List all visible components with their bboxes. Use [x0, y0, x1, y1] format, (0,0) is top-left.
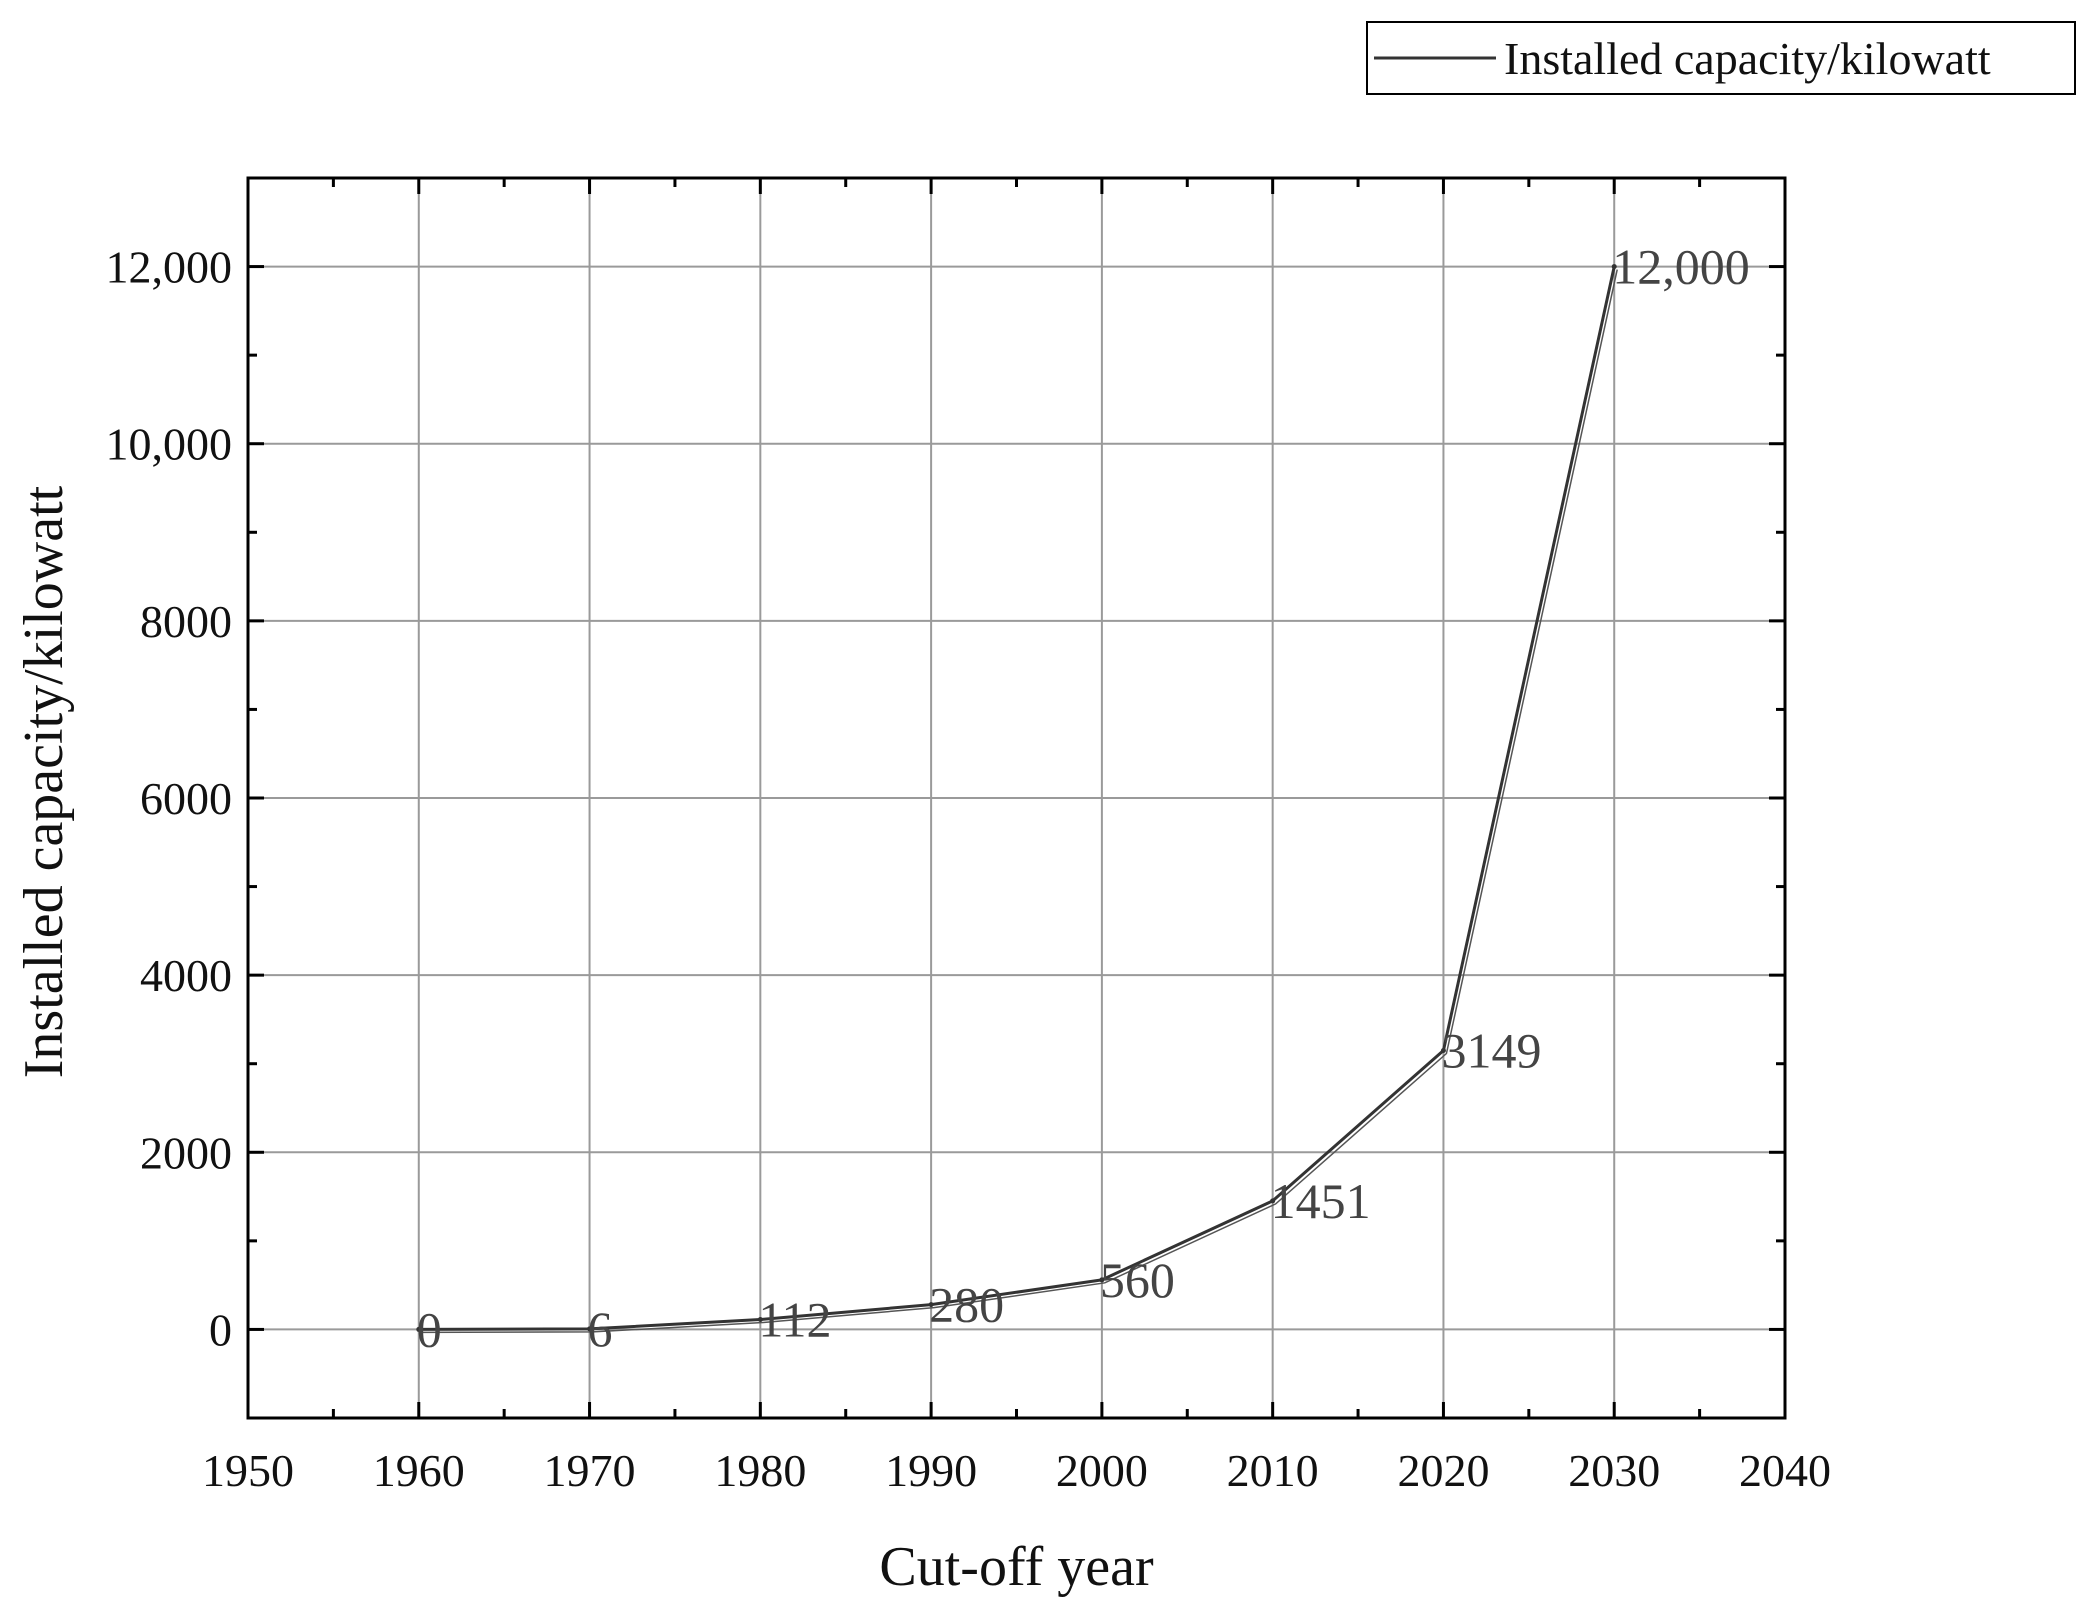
x-tick-label: 2000: [1056, 1445, 1148, 1496]
data-label: 3149: [1441, 1023, 1541, 1079]
data-label: 560: [1100, 1252, 1175, 1308]
y-tick-label: 4000: [140, 950, 232, 1001]
x-tick-label: 1990: [885, 1445, 977, 1496]
x-tick-label: 1980: [714, 1445, 806, 1496]
x-tick-label: 2010: [1227, 1445, 1319, 1496]
y-tick-label: 10,000: [106, 419, 233, 470]
data-label: 12,000: [1612, 239, 1750, 295]
data-label: 6: [588, 1301, 613, 1357]
legend-entry-label: Installed capacity/kilowatt: [1504, 33, 1991, 84]
data-point: [1270, 1198, 1276, 1204]
series-line: [418, 266, 1616, 1331]
y-tick-label: 6000: [140, 773, 232, 824]
x-tick-label: 2040: [1739, 1445, 1831, 1496]
data-point: [1099, 1277, 1105, 1283]
data-point: [1611, 264, 1617, 270]
grid-lines: [248, 178, 1785, 1418]
data-point: [416, 1326, 422, 1332]
x-axis-title: Cut-off year: [879, 1536, 1154, 1598]
plot-frame: [246, 176, 1787, 1420]
data-point: [757, 1317, 763, 1323]
x-tick-label: 2030: [1568, 1445, 1660, 1496]
x-tick-label: 2020: [1397, 1445, 1489, 1496]
y-tick-label: 2000: [140, 1127, 232, 1178]
y-tick-label: 8000: [140, 596, 232, 647]
data-label: 0: [417, 1301, 442, 1357]
data-label: 1451: [1271, 1173, 1371, 1229]
data-labels: 0 6 112 280 560 1451 3149 12,000: [417, 239, 1750, 1358]
data-point: [1440, 1048, 1446, 1054]
y-axis-title: Installed capacity/kilowatt: [13, 485, 75, 1078]
y-tick-label: 12,000: [106, 242, 233, 293]
data-label: 112: [758, 1292, 831, 1348]
data-point: [928, 1302, 934, 1308]
data-label: 280: [929, 1277, 1004, 1333]
y-axis-tick-labels: 0 2000 4000 6000 8000 10,000 12,000: [106, 242, 233, 1356]
data-series: [416, 264, 1618, 1334]
series-line-shadow: [421, 269, 1618, 1334]
x-axis-tick-labels: 1950 1960 1970 1980 1990 2000 2010 2020 2030 2040: [202, 1445, 1831, 1496]
x-tick-label: 1950: [202, 1445, 294, 1496]
x-tick-label: 1960: [373, 1445, 465, 1496]
legend: Installed capacity/kilowatt: [1366, 21, 2076, 95]
axis-ticks: [246, 176, 1787, 1420]
y-tick-label: 0: [209, 1304, 232, 1355]
x-tick-label: 1970: [544, 1445, 636, 1496]
data-point: [587, 1326, 593, 1332]
